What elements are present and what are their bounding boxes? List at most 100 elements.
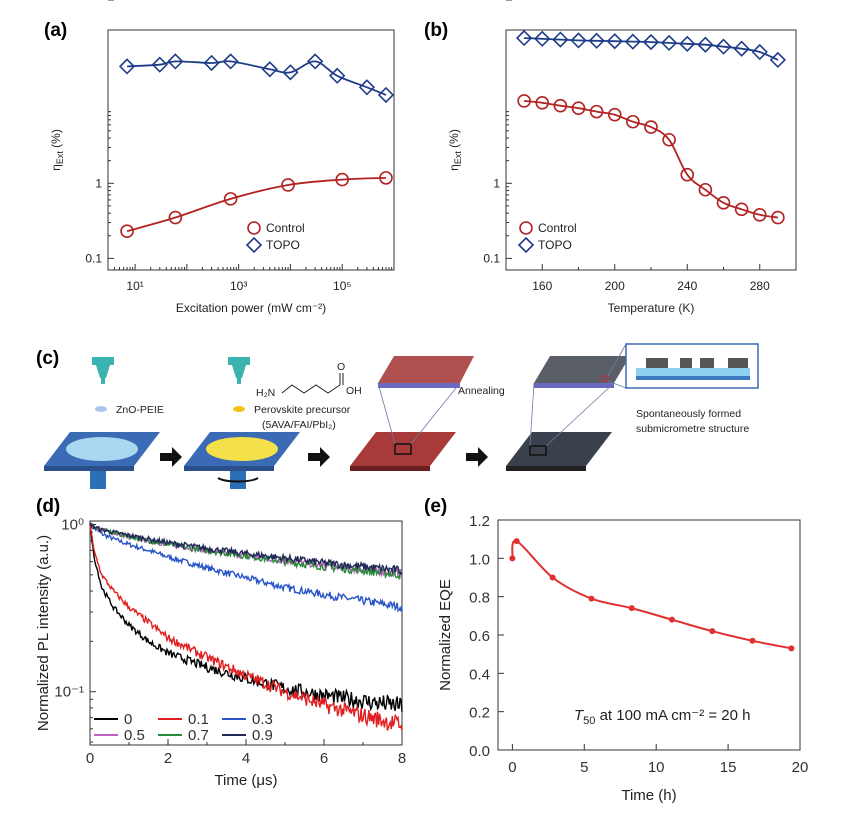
legend-marker-topo <box>517 236 535 254</box>
x-axis-label: Time (h) <box>621 787 676 804</box>
data-point-control <box>626 114 640 129</box>
structure-label-1: Spontaneously formed <box>636 408 741 420</box>
legend-label-0-1: 0.1 <box>188 711 209 728</box>
data-point-topo <box>222 53 239 70</box>
series-line-control <box>524 100 779 219</box>
y-axis-label: Normalized PL intensity (a.u.) <box>35 535 52 731</box>
data-point-control <box>120 224 134 239</box>
data-point-control <box>589 104 604 119</box>
x-axis-label: Time (μs) <box>214 772 277 789</box>
legend-label-control: Control <box>266 221 305 235</box>
schematic-c: ZnO-PEIE H₂N OH O Perovskite precursor (… <box>44 343 759 489</box>
data-point-topo <box>358 79 376 96</box>
legend-marker-control <box>519 221 533 235</box>
x-tick-label: 200 <box>605 279 625 293</box>
chart-d: 0 2 4 6 8 10⁻¹ 10⁰ Time (μs) Normalized PL inten… <box>35 517 406 789</box>
data-point-topo <box>261 61 278 78</box>
y-tick-label: 1 <box>95 176 102 190</box>
data-point-topo <box>282 64 299 81</box>
series-line-control <box>126 177 387 233</box>
eqe-data-point <box>788 645 795 652</box>
substrate-icon <box>44 432 160 489</box>
data-point-topo <box>606 33 623 50</box>
data-point-topo <box>203 54 220 72</box>
zno-label: ZnO-PEIE <box>116 404 164 416</box>
dispenser-icon <box>228 357 250 384</box>
legend-label-0-9: 0.9 <box>252 727 273 744</box>
dispenser-icon <box>92 357 114 384</box>
chart-e: 0.0 0.2 0.4 0.6 0.8 1.0 1.2 0 5 10 15 20 Time (h) Nor… <box>437 513 808 804</box>
x-tick-label: 4 <box>242 750 250 767</box>
data-point-topo <box>151 56 168 73</box>
y-tick-label: 0.1 <box>483 251 500 265</box>
x-tick-label: 10³ <box>230 279 247 293</box>
panel-a-tag: (a) <box>44 20 67 41</box>
chart-a: 0.1 1 10100 10¹ 10³ 10⁵ Excitation power (mW c… <box>49 0 395 315</box>
arrow-icon <box>308 447 330 467</box>
x-tick-label: 0 <box>508 759 516 776</box>
x-tick-label: 240 <box>677 279 697 293</box>
x-axis-label: Temperature (K) <box>608 301 695 315</box>
data-point-control <box>571 101 586 115</box>
data-point-control <box>734 202 749 217</box>
molecule-n-label: H₂N <box>256 387 275 399</box>
decay-trace-0-3 <box>89 521 403 613</box>
eqe-data-point <box>709 628 716 635</box>
x-tick-label: 10⁵ <box>333 279 351 293</box>
zno-drop-icon <box>95 406 107 412</box>
y-axis-label: Normalized EQE <box>437 579 454 691</box>
plot-frame <box>107 29 395 271</box>
decay-trace-0-1 <box>89 525 403 731</box>
data-point-control <box>535 95 550 110</box>
y-tick-label: 0.0 <box>469 743 490 760</box>
y-tick-label: 1.0 <box>469 551 490 568</box>
x-tick-label: 15 <box>720 759 737 776</box>
data-point-topo <box>118 58 136 75</box>
y-axis-label: ηExt (%) <box>447 129 463 171</box>
panel-e-tag: (e) <box>424 496 447 517</box>
y-tick-label: 0.8 <box>469 590 490 607</box>
y-tick-label: 100 <box>82 0 102 3</box>
y-axis-label: ηExt (%) <box>49 129 65 171</box>
legend-label-control: Control <box>538 221 577 235</box>
y-tick-label: 100 <box>480 0 500 3</box>
legend-label-topo: TOPO <box>538 238 572 252</box>
data-point-topo <box>570 32 587 49</box>
y-tick-label: 1.2 <box>469 513 490 530</box>
x-tick-label: 0 <box>86 750 94 767</box>
data-point-control <box>553 98 568 113</box>
y-tick-label: 1 <box>493 176 500 190</box>
data-point-control <box>680 167 695 182</box>
y-tick-label: 10 <box>487 0 501 3</box>
panel-d-tag: (d) <box>36 496 60 517</box>
molecule-oh-label: OH <box>346 385 362 397</box>
data-point-topo <box>588 32 605 49</box>
x-tick-label: 2 <box>164 750 172 767</box>
eqe-data-point <box>588 595 595 602</box>
data-point-control <box>223 192 238 206</box>
panel-b-tag: (b) <box>424 20 448 41</box>
data-point-control <box>716 195 731 210</box>
data-point-topo <box>697 36 714 53</box>
structure-label-2: submicrometre structure <box>636 423 749 435</box>
x-axis-label: Excitation power (mW cm⁻²) <box>176 301 326 315</box>
data-point-topo <box>733 40 750 57</box>
perovskite-film-icon <box>350 356 474 471</box>
data-point-topo <box>769 51 787 69</box>
data-point-control <box>662 132 676 147</box>
eqe-decay-line <box>511 539 792 650</box>
data-point-control <box>379 171 393 185</box>
data-point-topo <box>329 67 346 84</box>
legend-marker-topo <box>245 236 263 254</box>
decay-trace-0-9 <box>89 523 403 575</box>
data-point-control <box>281 178 295 192</box>
y-tick-label: 0.1 <box>85 251 102 265</box>
y-tick-label: 0.2 <box>469 705 490 722</box>
annotation-t50: T50 at 100 mA cm⁻² = 20 h <box>574 707 751 727</box>
spin-substrate-icon <box>184 432 300 489</box>
data-point-topo <box>307 53 324 70</box>
molecule-o-label: O <box>337 361 345 373</box>
chart-b: 0.1 1 10100 160 200 240 280 Temperature (K) ηExt… <box>447 0 797 315</box>
data-point-topo <box>642 33 660 51</box>
